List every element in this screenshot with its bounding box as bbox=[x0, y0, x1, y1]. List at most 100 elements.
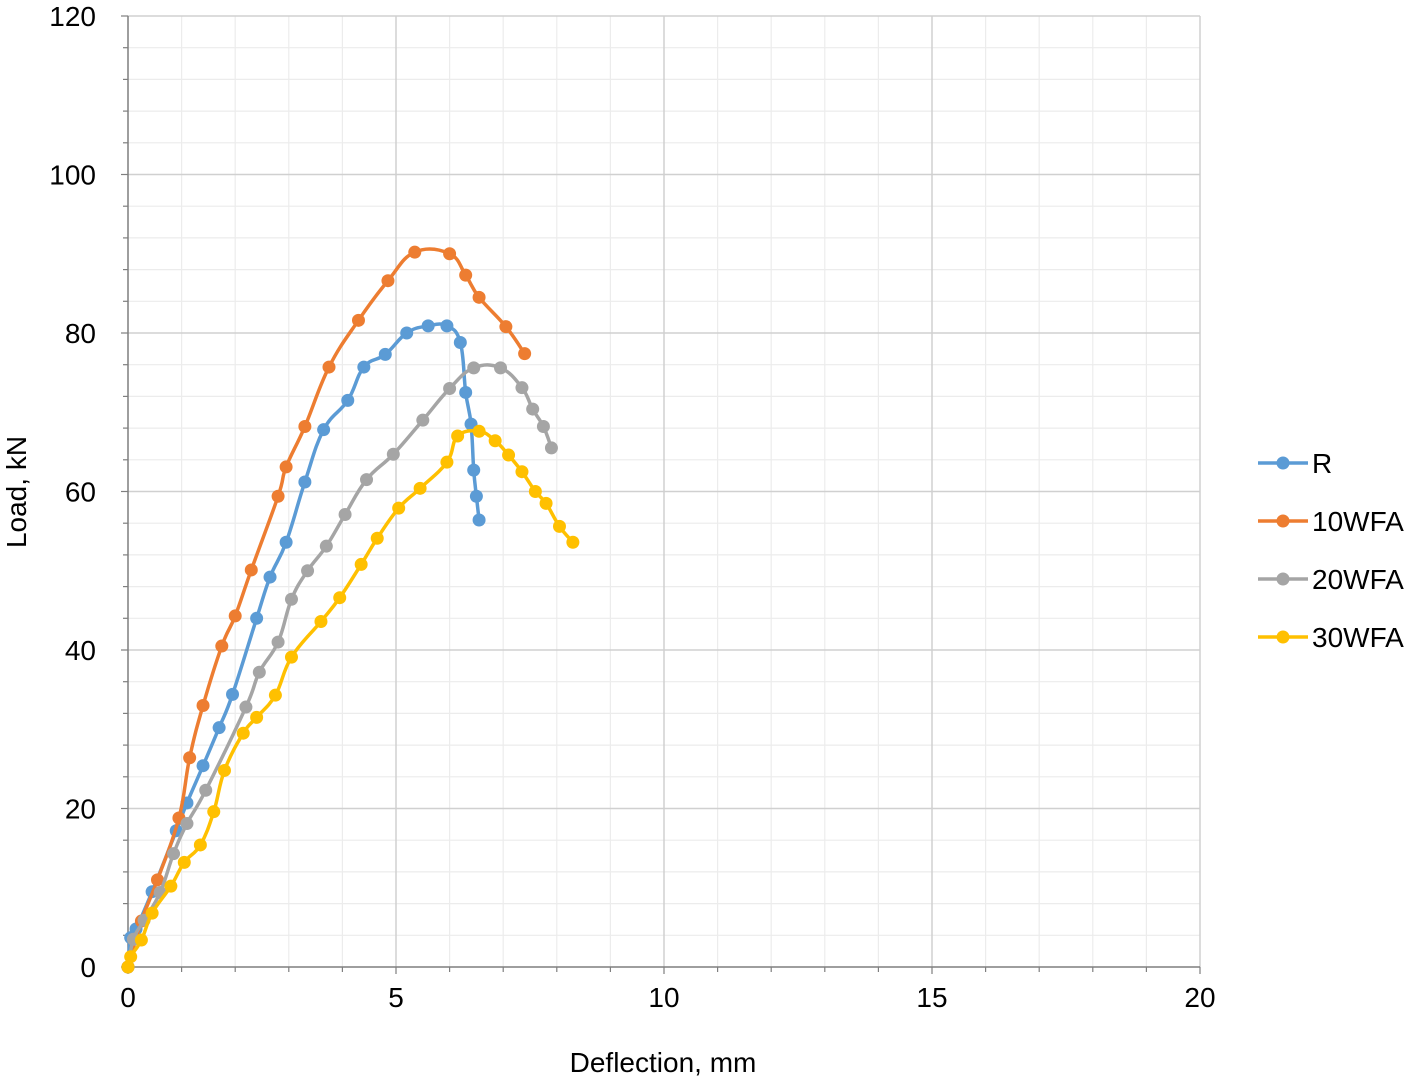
data-point-r bbox=[421, 319, 435, 333]
x-axis-title: Deflection, mm bbox=[570, 1047, 757, 1078]
x-tick-label: 5 bbox=[388, 982, 404, 1013]
x-tick-label: 0 bbox=[120, 982, 136, 1013]
data-point-30wfa bbox=[528, 485, 542, 498]
data-point-10wfa bbox=[298, 420, 312, 434]
legend-item-10wfa: 10WFA bbox=[1258, 506, 1404, 537]
legend-swatch-marker bbox=[1276, 514, 1290, 528]
data-point-r bbox=[472, 513, 486, 527]
data-point-30wfa bbox=[124, 950, 138, 964]
data-point-r bbox=[317, 423, 331, 437]
data-point-30wfa bbox=[268, 688, 282, 702]
data-point-30wfa bbox=[333, 591, 347, 605]
data-point-20wfa bbox=[467, 361, 481, 375]
data-point-20wfa bbox=[271, 635, 285, 649]
data-point-20wfa bbox=[338, 507, 352, 521]
data-point-10wfa bbox=[244, 563, 258, 577]
tick-labels: 0 5 10 15 20 0 20 40 60 80 100 120 bbox=[49, 1, 1215, 1013]
legend: R 10WFA 20WFA 30WFA bbox=[1258, 448, 1404, 653]
legend-item-30wfa: 30WFA bbox=[1258, 622, 1404, 653]
data-point-20wfa bbox=[536, 420, 550, 434]
x-tick-label: 15 bbox=[916, 982, 947, 1013]
data-point-30wfa bbox=[413, 481, 427, 495]
y-tick-label: 40 bbox=[65, 635, 96, 666]
data-point-30wfa bbox=[451, 429, 465, 443]
y-tick-label: 100 bbox=[49, 160, 96, 191]
data-point-30wfa bbox=[440, 455, 454, 469]
legend-item-20wfa: 20WFA bbox=[1258, 564, 1404, 595]
data-point-30wfa bbox=[121, 960, 135, 974]
y-tick-label: 0 bbox=[80, 952, 96, 983]
data-point-10wfa bbox=[518, 347, 532, 361]
data-point-r bbox=[298, 475, 312, 489]
data-point-10wfa bbox=[351, 313, 365, 327]
data-point-30wfa bbox=[488, 434, 502, 448]
data-point-r bbox=[341, 393, 355, 407]
data-point-30wfa bbox=[145, 906, 159, 920]
data-point-r bbox=[440, 319, 454, 333]
data-point-r bbox=[212, 721, 226, 735]
data-point-r bbox=[226, 687, 240, 701]
data-point-20wfa bbox=[319, 539, 333, 553]
legend-label: 20WFA bbox=[1312, 564, 1404, 595]
data-point-30wfa bbox=[164, 879, 178, 893]
data-point-10wfa bbox=[150, 873, 164, 887]
data-point-10wfa bbox=[183, 751, 197, 765]
data-point-20wfa bbox=[515, 381, 529, 395]
data-point-20wfa bbox=[526, 402, 540, 416]
series-10wfa bbox=[121, 245, 532, 974]
data-point-20wfa bbox=[252, 665, 266, 679]
data-point-30wfa bbox=[472, 424, 486, 438]
data-point-20wfa bbox=[544, 441, 558, 455]
series-20wfa bbox=[121, 361, 558, 974]
y-tick-label: 80 bbox=[65, 318, 96, 349]
legend-swatch-marker bbox=[1276, 572, 1290, 586]
data-point-10wfa bbox=[279, 460, 293, 474]
data-point-20wfa bbox=[416, 413, 430, 427]
data-point-10wfa bbox=[228, 609, 242, 623]
data-point-30wfa bbox=[177, 855, 191, 869]
data-point-r bbox=[279, 535, 293, 549]
data-point-30wfa bbox=[392, 501, 406, 515]
data-point-r bbox=[250, 611, 264, 625]
data-point-10wfa bbox=[381, 274, 395, 288]
series-layer bbox=[121, 245, 580, 974]
data-point-30wfa bbox=[284, 650, 298, 664]
data-point-20wfa bbox=[284, 592, 298, 606]
data-point-20wfa bbox=[386, 447, 400, 461]
data-point-r bbox=[453, 336, 467, 350]
data-point-30wfa bbox=[566, 535, 580, 549]
data-point-10wfa bbox=[472, 290, 486, 304]
data-point-r bbox=[196, 759, 210, 773]
major-gridlines bbox=[128, 15, 1201, 967]
data-point-30wfa bbox=[539, 496, 553, 510]
data-point-r bbox=[459, 385, 473, 399]
data-point-10wfa bbox=[459, 268, 473, 282]
legend-swatch-marker bbox=[1276, 456, 1290, 470]
legend-swatch-marker bbox=[1276, 630, 1290, 644]
legend-label: 10WFA bbox=[1312, 506, 1404, 537]
data-point-20wfa bbox=[443, 381, 457, 395]
data-point-10wfa bbox=[499, 320, 513, 334]
legend-label: R bbox=[1312, 448, 1332, 479]
data-point-10wfa bbox=[271, 489, 285, 503]
data-point-20wfa bbox=[360, 473, 374, 487]
legend-item-r: R bbox=[1258, 448, 1332, 479]
data-point-r bbox=[400, 326, 414, 340]
data-point-30wfa bbox=[370, 531, 384, 545]
data-point-30wfa bbox=[552, 519, 566, 533]
data-point-10wfa bbox=[408, 245, 422, 259]
data-point-30wfa bbox=[354, 557, 368, 571]
data-point-30wfa bbox=[236, 726, 250, 740]
data-point-20wfa bbox=[180, 817, 194, 831]
x-tick-label: 10 bbox=[648, 982, 679, 1013]
data-point-r bbox=[469, 489, 483, 503]
data-point-20wfa bbox=[199, 783, 213, 797]
data-point-r bbox=[263, 570, 277, 584]
data-point-30wfa bbox=[134, 933, 148, 947]
data-point-20wfa bbox=[167, 847, 181, 861]
y-axis-title: Load, kN bbox=[1, 436, 32, 548]
data-point-10wfa bbox=[443, 247, 457, 261]
data-point-30wfa bbox=[217, 763, 231, 777]
data-point-10wfa bbox=[215, 639, 229, 653]
data-point-30wfa bbox=[314, 614, 328, 628]
